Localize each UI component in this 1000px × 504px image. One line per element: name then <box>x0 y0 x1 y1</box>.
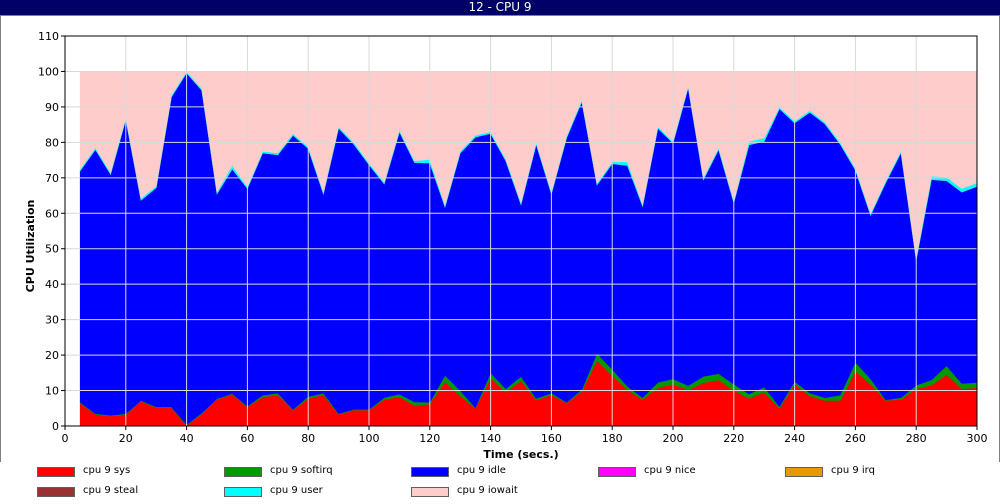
legend-swatch <box>411 487 449 497</box>
x-tick-label: 300 <box>967 432 988 445</box>
x-tick-label: 160 <box>541 432 562 445</box>
y-tick-label: 0 <box>52 420 59 433</box>
legend-swatch <box>785 467 823 477</box>
legend-label: cpu 9 nice <box>644 465 696 476</box>
legend-swatch <box>37 487 75 497</box>
y-tick-label: 30 <box>45 314 59 327</box>
legend-label: cpu 9 user <box>270 485 323 496</box>
legend-item: cpu 9 softirq <box>224 464 404 478</box>
x-tick-label: 140 <box>480 432 501 445</box>
x-axis-label: Time (secs.) <box>483 448 558 461</box>
legend-item: cpu 9 steal <box>37 484 217 498</box>
legend-swatch <box>598 467 636 477</box>
chart-legend: cpu 9 sys cpu 9 softirq cpu 9 idle cpu 9 ni… <box>0 462 1000 504</box>
y-tick-label: 50 <box>45 243 59 256</box>
legend-item: cpu 9 nice <box>598 464 778 478</box>
y-tick-label: 100 <box>38 65 59 78</box>
legend-swatch <box>37 467 75 477</box>
x-tick-label: 20 <box>119 432 133 445</box>
chart-panel: 0 20 40 60 80 100 120 140 160 180 200 220 240 260 280 3… <box>0 15 1000 463</box>
cpu-utilization-chart: 0 20 40 60 80 100 120 140 160 180 200 220 240 260 280 3… <box>24 30 988 461</box>
plot-border <box>64 35 978 427</box>
window-title: 12 - CPU 9 <box>0 0 1000 15</box>
x-tick-label: 260 <box>845 432 866 445</box>
x-tick-label: 240 <box>784 432 805 445</box>
x-tick-label: 80 <box>301 432 315 445</box>
legend-item: cpu 9 user <box>224 484 404 498</box>
x-tick-label: 180 <box>602 432 623 445</box>
x-tick-label: 60 <box>240 432 254 445</box>
x-tick-label: 40 <box>180 432 194 445</box>
x-tick-label: 100 <box>359 432 380 445</box>
legend-label: cpu 9 softirq <box>270 465 333 476</box>
legend-label: cpu 9 irq <box>831 465 875 476</box>
legend-item: cpu 9 sys <box>37 464 217 478</box>
y-tick-label: 40 <box>45 278 59 291</box>
legend-swatch <box>224 467 262 477</box>
y-tick-label: 80 <box>45 136 59 149</box>
legend-item: cpu 9 iowait <box>411 484 591 498</box>
x-tick-label: 0 <box>62 432 69 445</box>
y-tick-label: 10 <box>45 385 59 398</box>
legend-item: cpu 9 idle <box>411 464 591 478</box>
legend-item: cpu 9 irq <box>785 464 965 478</box>
legend-swatch <box>411 467 449 477</box>
legend-swatch <box>224 487 262 497</box>
y-tick-label: 70 <box>45 172 59 185</box>
legend-label: cpu 9 iowait <box>457 485 518 496</box>
y-axis-label: CPU Utilization <box>24 200 37 293</box>
y-tick-label: 60 <box>45 207 59 220</box>
x-tick-label: 200 <box>663 432 684 445</box>
legend-label: cpu 9 idle <box>457 465 506 476</box>
y-tick-label: 90 <box>45 101 59 114</box>
legend-label: cpu 9 sys <box>83 465 131 476</box>
x-tick-label: 220 <box>723 432 744 445</box>
y-tick-label: 110 <box>38 30 59 43</box>
y-tick-label: 20 <box>45 349 59 362</box>
legend-label: cpu 9 steal <box>83 485 139 496</box>
x-tick-label: 120 <box>419 432 440 445</box>
x-tick-label: 280 <box>906 432 927 445</box>
